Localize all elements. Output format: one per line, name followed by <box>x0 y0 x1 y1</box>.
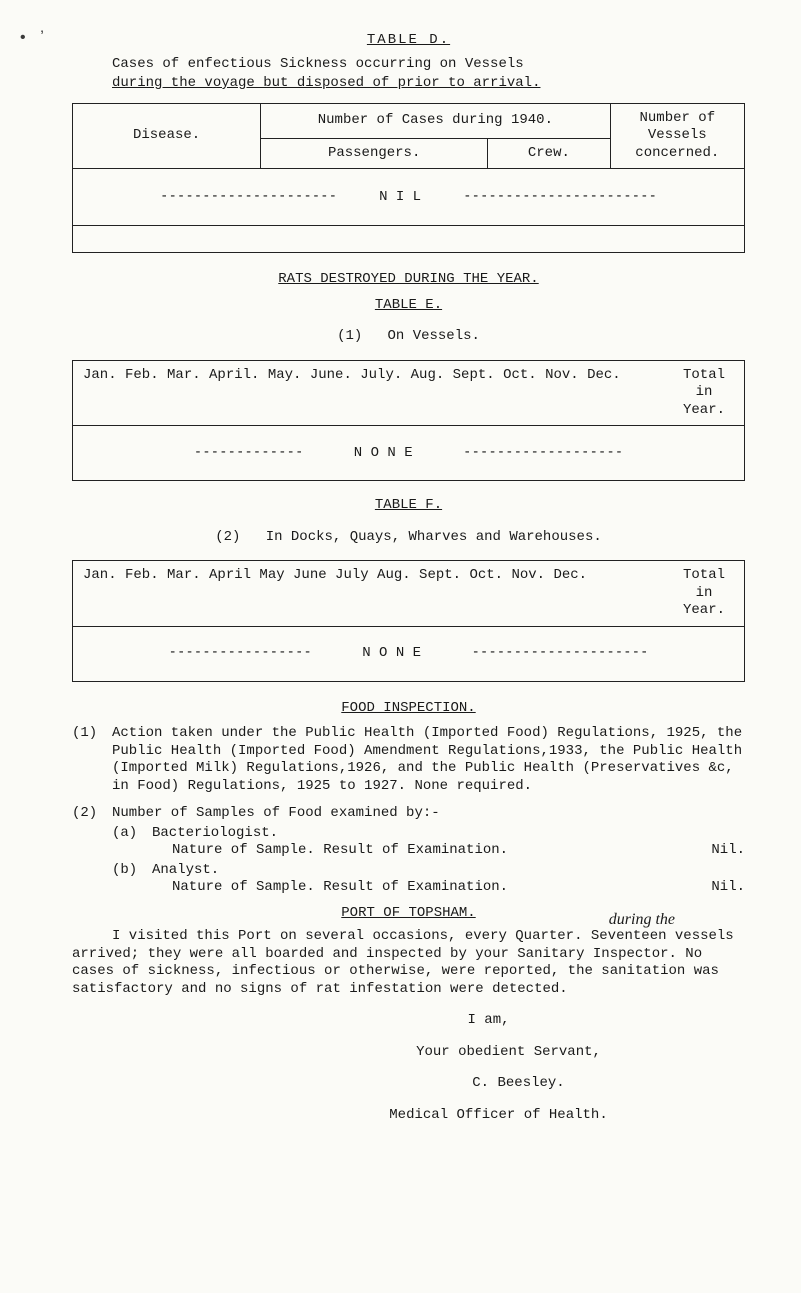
table-e-total: Total <box>674 367 734 385</box>
food-item-2-num: (2) <box>72 805 112 823</box>
table-e: Jan. Feb. Mar. April. May. June. July. A… <box>72 360 745 482</box>
table-f-in: in <box>674 585 734 603</box>
during-line: during the voyage but disposed of prior … <box>112 75 745 93</box>
page: • ʼ TABLE D. Cases of enfectious Sicknes… <box>0 0 801 1293</box>
rats-title: RATS DESTROYED DURING THE YEAR. <box>72 271 745 289</box>
food-a-nil: Nil. <box>685 842 745 860</box>
nil-dashes-right: ----------------------- <box>463 188 657 204</box>
table-e-label: TABLE E. <box>72 297 745 315</box>
table-f-total: Total <box>674 567 734 585</box>
table-e-months: Jan. Feb. Mar. April. May. June. July. A… <box>83 367 674 420</box>
cases-line: Cases of enfectious Sickness occurring o… <box>112 56 745 74</box>
food-item-1-num: (1) <box>72 725 112 795</box>
food-b-text: Analyst. <box>152 862 219 880</box>
none-dashes-left: ------------- <box>194 444 304 460</box>
cell-num-vessels: Number of Vessels concerned. <box>610 103 744 169</box>
cell-empty <box>73 226 745 253</box>
table-f-header: Jan. Feb. Mar. April May June July Aug. … <box>73 561 745 627</box>
none-f-text: N O N E <box>362 645 421 661</box>
nil-text: N I L <box>379 189 421 205</box>
food-sub-b: (b) Analyst. Nature of Sample. Result of… <box>112 862 745 897</box>
signature-block: I am, Your obedient Servant, C. Beesley.… <box>72 1012 745 1124</box>
table-f: Jan. Feb. Mar. April May June July Aug. … <box>72 560 745 682</box>
food-title: FOOD INSPECTION. <box>72 700 745 718</box>
food-b-nature: Nature of Sample. Result of Examination. <box>172 879 685 897</box>
sig-servant: Your obedient Servant, <box>272 1044 745 1062</box>
table-e-none-row: ------------- N O N E ------------------… <box>73 426 745 481</box>
food-b-label: (b) <box>112 862 152 880</box>
cell-disease: Disease. <box>73 103 261 169</box>
table-e-header: Jan. Feb. Mar. April. May. June. July. A… <box>73 360 745 426</box>
food-item-1: (1) Action taken under the Public Health… <box>72 725 745 795</box>
corner-mark: • ʼ <box>18 28 47 48</box>
sig-iam: I am, <box>232 1012 745 1030</box>
table-f-label: TABLE F. <box>72 497 745 515</box>
table-f-months: Jan. Feb. Mar. April May June July Aug. … <box>83 567 674 620</box>
food-b-nil: Nil. <box>685 879 745 897</box>
none-f-dashes-left: ----------------- <box>169 644 312 660</box>
food-sub-a: (a) Bacteriologist. Nature of Sample. Re… <box>112 825 745 860</box>
table-e-in: in <box>674 384 734 402</box>
food-a-label: (a) <box>112 825 152 843</box>
nil-dashes-left: --------------------- <box>160 188 337 204</box>
cell-num-cases: Number of Cases during 1940. <box>261 103 610 138</box>
table-e-year: Year. <box>674 402 734 420</box>
food-a-text: Bacteriologist. <box>152 825 278 843</box>
cell-passengers: Passengers. <box>261 138 488 168</box>
cell-crew: Crew. <box>488 138 610 168</box>
table-d: Disease. Number of Cases during 1940. Nu… <box>72 103 745 254</box>
none-f-dashes-right: --------------------- <box>471 644 648 660</box>
table-f-year: Year. <box>674 602 734 620</box>
food-item-2-head: Number of Samples of Food examined by:- <box>112 805 745 823</box>
sig-title: Medical Officer of Health. <box>252 1107 745 1125</box>
food-a-nature: Nature of Sample. Result of Examination. <box>172 842 685 860</box>
table-d-label: TABLE D. <box>72 32 745 50</box>
sig-name: C. Beesley. <box>292 1075 745 1093</box>
port-paragraph: I visited this Port on several occasions… <box>72 928 745 998</box>
cell-nil-row: --------------------- N I L ------------… <box>73 169 745 226</box>
handwriting-correction: during the <box>609 910 675 930</box>
food-item-1-text: Action taken under the Public Health (Im… <box>112 725 745 795</box>
none-text: N O N E <box>354 445 413 461</box>
on-vessels-line: (1) On Vessels. <box>72 328 745 346</box>
table-f-none-row: ----------------- N O N E --------------… <box>73 626 745 681</box>
food-item-2: (2) Number of Samples of Food examined b… <box>72 805 745 823</box>
docks-line: (2) In Docks, Quays, Wharves and Warehou… <box>72 529 745 547</box>
none-dashes-right: ------------------- <box>463 444 623 460</box>
